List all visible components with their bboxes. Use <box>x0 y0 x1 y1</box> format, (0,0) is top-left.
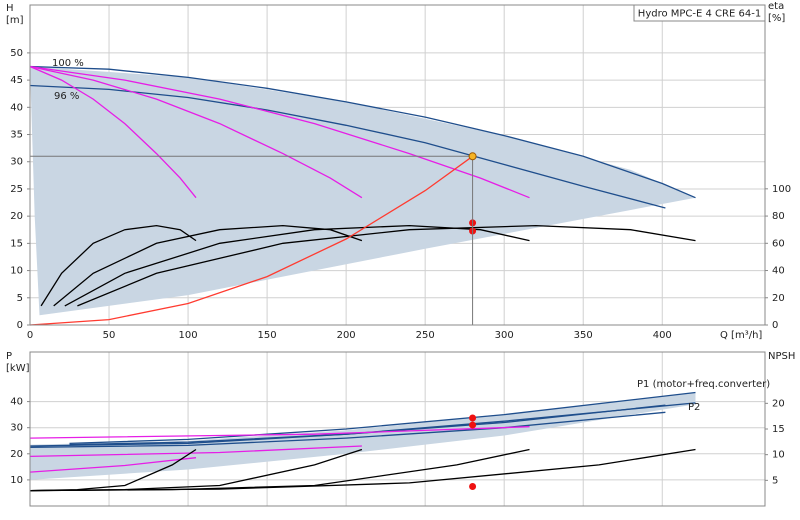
y-tick-label: 40 <box>10 397 23 408</box>
curve-label: P1 (motor+freq.converter) <box>637 379 770 390</box>
y-tick-label: 0 <box>17 320 23 331</box>
curve-label: 100 % <box>52 58 84 69</box>
y2-tick-label: 10 <box>772 450 785 461</box>
curve <box>53 224 363 307</box>
operating-point <box>469 482 477 490</box>
y-tick-label: 50 <box>10 48 23 59</box>
curve <box>29 411 666 448</box>
operating-point <box>469 421 477 429</box>
y2-tick-label: 60 <box>772 238 785 249</box>
y2-tick-label: 20 <box>772 293 785 304</box>
y2-tick-label: 100 <box>772 184 791 195</box>
curve <box>29 65 197 199</box>
y2-axis-unit: [%] <box>768 13 785 24</box>
plot-frame <box>29 351 766 507</box>
curve-label: 96 % <box>54 91 79 102</box>
x-tick-label: 400 <box>653 330 672 341</box>
curve <box>29 448 696 492</box>
x-tick-label: 200 <box>337 330 356 341</box>
curve <box>64 224 530 307</box>
envelope-area <box>30 392 696 480</box>
y-tick-label: 25 <box>10 184 23 195</box>
y2-tick-label: 20 <box>772 398 785 409</box>
curve <box>29 426 530 439</box>
y2-tick-label: 40 <box>772 266 785 277</box>
operating-point <box>468 152 477 161</box>
x-tick-label: 100 <box>179 330 198 341</box>
chart-0: 0 5 10 15 20 25 30 35 40 45 50 0 20 40 60 80 100 0 50 100 15… <box>6 1 791 341</box>
y-tick-label: 35 <box>10 130 23 141</box>
y2-axis-label: NPSH <box>768 351 795 362</box>
y-axis-unit: [kW] <box>6 363 30 374</box>
title-box <box>633 4 766 22</box>
y-axis-unit: [m] <box>6 15 24 26</box>
chart-title: Hydro MPC-E 4 CRE 64-1 <box>638 9 761 20</box>
curve-label: P2 <box>688 402 700 413</box>
y-tick-label: 30 <box>10 423 23 434</box>
curve <box>29 155 473 326</box>
curve <box>69 391 696 445</box>
y2-axis-label: eta <box>768 1 784 12</box>
y-tick-label: 40 <box>10 102 23 113</box>
y2-tick-label: 15 <box>772 424 785 435</box>
y-tick-label: 10 <box>10 266 23 277</box>
curve <box>29 457 197 473</box>
x-tick-label: 350 <box>574 330 593 341</box>
curve <box>29 445 362 458</box>
y-tick-label: 20 <box>10 211 23 222</box>
plot-frame <box>29 4 766 326</box>
y-tick-label: 45 <box>10 75 23 86</box>
y-tick-label: 30 <box>10 157 23 168</box>
y2-tick-label: 80 <box>772 211 785 222</box>
curve <box>29 65 363 199</box>
y-axis-label: P <box>6 351 12 362</box>
curve <box>29 65 530 199</box>
curve <box>29 404 666 447</box>
y-tick-label: 5 <box>17 293 23 304</box>
y-tick-label: 15 <box>10 238 23 249</box>
curve <box>40 224 197 307</box>
y2-tick-label: 5 <box>772 475 778 486</box>
x-tick-label: 0 <box>27 330 33 341</box>
y-axis-label: H <box>6 3 14 14</box>
envelope-area <box>30 66 696 316</box>
curve <box>29 65 696 199</box>
y2-tick-label: 0 <box>772 320 778 331</box>
x-tick-label: 150 <box>258 330 277 341</box>
curve <box>77 224 696 307</box>
x-axis-label: Q [m³/h] <box>720 330 762 341</box>
x-tick-label: 250 <box>416 330 435 341</box>
y-tick-label: 20 <box>10 449 23 460</box>
y-tick-label: 10 <box>10 475 23 486</box>
x-tick-label: 300 <box>495 330 514 341</box>
x-tick-label: 50 <box>103 330 116 341</box>
operating-point <box>469 414 477 422</box>
